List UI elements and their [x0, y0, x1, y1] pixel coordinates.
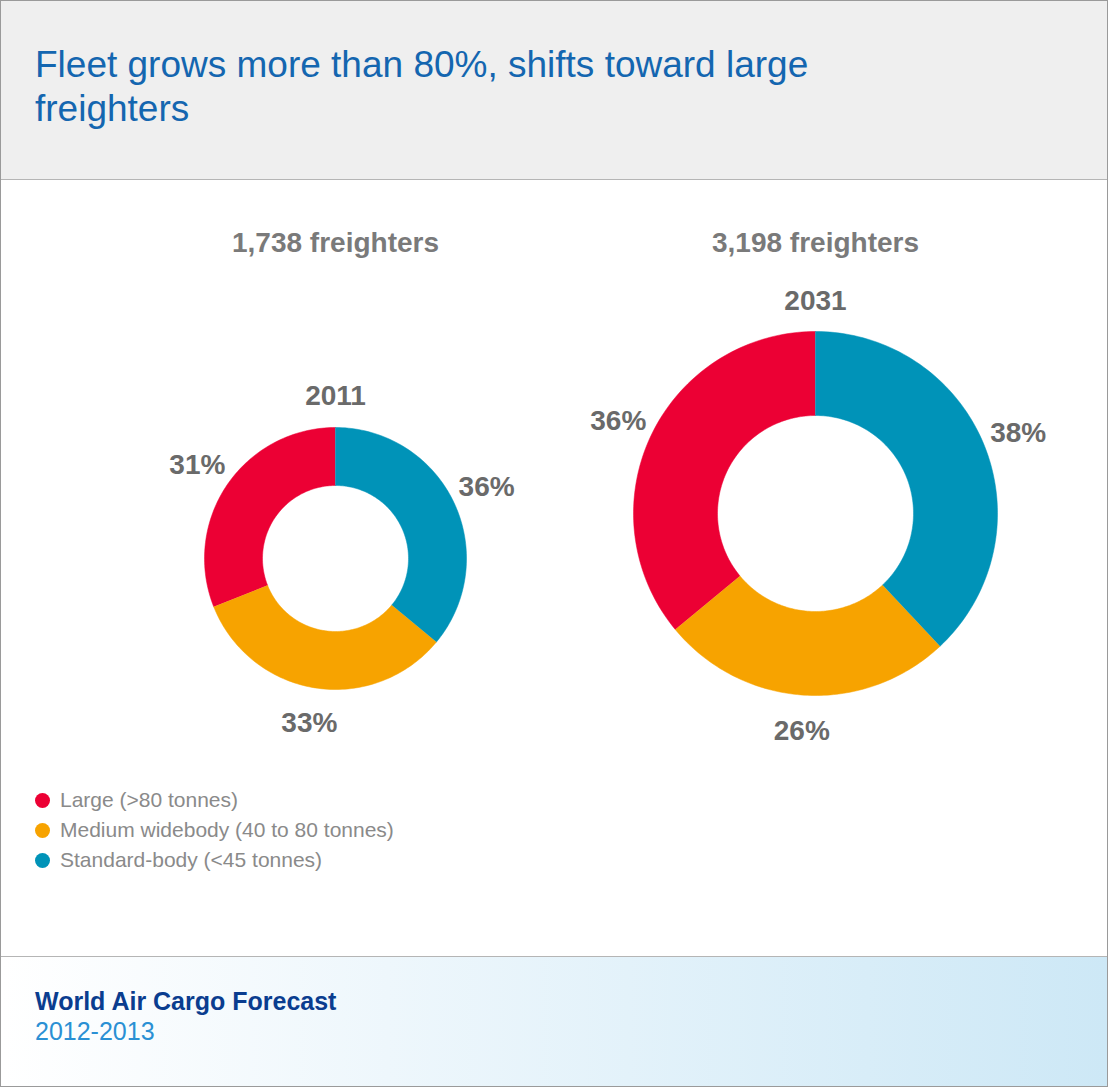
- svg-text:2031: 2031: [784, 285, 846, 316]
- svg-text:31%: 31%: [169, 449, 225, 480]
- html-text:2012-2013: 2012-2013: [35, 1017, 155, 1045]
- html-text:Medium widebody (40 to 80 tonn: Medium widebody (40 to 80 tonnes): [60, 818, 394, 841]
- html-text:Large (>80 tonnes): Large (>80 tonnes): [60, 788, 238, 811]
- svg-text:33%: 33%: [281, 707, 337, 738]
- svg-text:26%: 26%: [774, 715, 830, 746]
- svg-text:2011: 2011: [305, 380, 366, 411]
- html-text:Standard-body (<45 tonnes): Standard-body (<45 tonnes): [60, 848, 323, 871]
- svg-text:36%: 36%: [459, 471, 515, 502]
- svg-text:38%: 38%: [990, 417, 1046, 448]
- svg-text:1,738 freighters: 1,738 freighters: [232, 227, 439, 258]
- svg-text:3,198 freighters: 3,198 freighters: [712, 227, 919, 258]
- html-text:World Air Cargo Forecast: World Air Cargo Forecast: [35, 987, 337, 1015]
- html-text:Fleet grows more than 80%, shi: Fleet grows more than 80%, shifts toward…: [35, 44, 809, 129]
- svg-text:36%: 36%: [590, 405, 646, 436]
